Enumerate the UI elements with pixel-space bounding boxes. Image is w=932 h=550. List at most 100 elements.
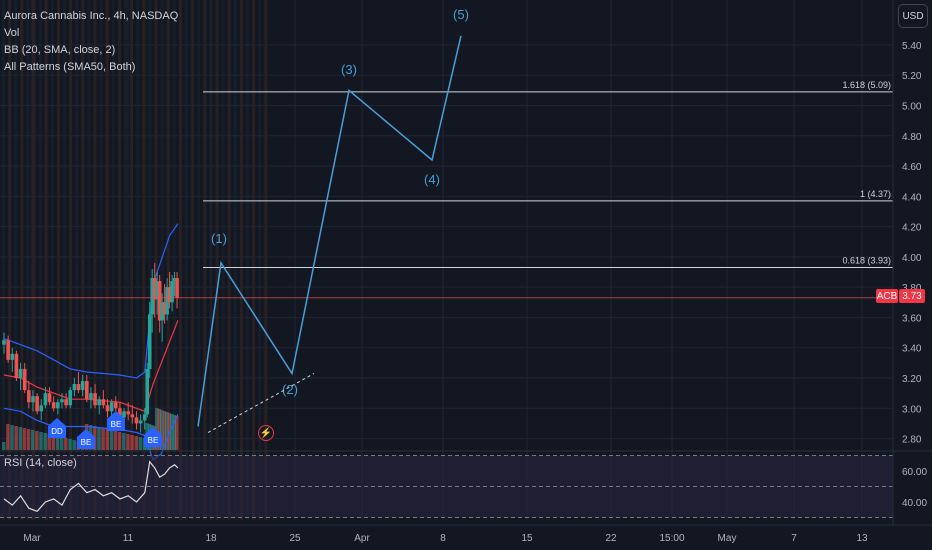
pattern-marker-shape bbox=[107, 411, 125, 431]
session-stripe bbox=[264, 0, 268, 520]
volume-bar bbox=[10, 425, 14, 450]
fib-level-label: 0.618 (3.93) bbox=[842, 255, 891, 265]
candle-body bbox=[155, 281, 159, 300]
time-tick-label: Mar bbox=[23, 533, 41, 544]
session-stripe bbox=[246, 0, 249, 520]
candle-body bbox=[2, 340, 6, 345]
session-stripe bbox=[99, 0, 103, 520]
volume-bar bbox=[113, 431, 118, 450]
candle-body bbox=[118, 408, 122, 418]
session-stripe bbox=[111, 0, 115, 520]
session-stripe bbox=[185, 0, 188, 520]
candle-body bbox=[60, 399, 64, 403]
session-stripe bbox=[14, 0, 18, 520]
volume-bar bbox=[134, 436, 138, 450]
candle-body bbox=[130, 414, 135, 418]
indicator-patterns[interactable]: All Patterns (SMA50, Both) bbox=[4, 61, 136, 73]
volume-bar bbox=[14, 426, 18, 450]
volume-bar bbox=[105, 429, 109, 450]
candle-body bbox=[97, 399, 102, 406]
candle-body bbox=[160, 302, 164, 321]
pattern-marker-label: BE bbox=[148, 436, 159, 445]
volume-bar bbox=[97, 427, 101, 450]
pattern-marker-shape bbox=[48, 418, 66, 438]
wave-label: (5) bbox=[453, 7, 469, 22]
volume-bar bbox=[122, 433, 126, 450]
candle-body bbox=[85, 381, 89, 400]
session-stripe bbox=[136, 0, 140, 520]
pattern-marker-label: BE bbox=[81, 438, 92, 447]
currency-button[interactable]: USD bbox=[898, 4, 928, 28]
session-stripe bbox=[26, 0, 30, 520]
fib-level-label: 1.618 (5.09) bbox=[842, 80, 891, 90]
candle-body bbox=[35, 396, 39, 412]
volume-bar bbox=[22, 428, 27, 450]
session-stripe bbox=[124, 0, 127, 520]
candle-body bbox=[142, 414, 147, 421]
symbol-badge: ACB bbox=[876, 289, 898, 303]
rsi-label[interactable]: RSI (14, close) bbox=[4, 457, 77, 469]
time-tick-label: 13 bbox=[856, 533, 868, 544]
pattern-markers: DD BE BE BE bbox=[48, 411, 162, 449]
session-stripe bbox=[105, 0, 109, 520]
volume-bar bbox=[18, 427, 23, 450]
volume-bar bbox=[162, 411, 167, 450]
candle-body bbox=[47, 393, 52, 403]
volume-bar bbox=[6, 424, 10, 450]
pattern-marker-shape bbox=[77, 429, 95, 449]
session-stripe bbox=[38, 0, 42, 520]
indicator-vol[interactable]: Vol bbox=[4, 27, 20, 39]
bollinger-bands bbox=[3, 223, 179, 461]
volume-bar bbox=[101, 428, 105, 450]
volume-bar bbox=[59, 437, 64, 450]
fibonacci-levels[interactable]: 1.618 (5.09) 1 (4.37) 0.618 (3.93) bbox=[203, 80, 893, 268]
time-tick-label: 18 bbox=[205, 533, 217, 544]
volume-bar bbox=[51, 435, 56, 450]
candle-body bbox=[138, 420, 143, 424]
session-stripe bbox=[20, 0, 24, 520]
symbol-title[interactable]: Aurora Cannabis Inc., 4h, NASDAQ bbox=[4, 10, 179, 22]
candle-body bbox=[134, 417, 139, 424]
wave-label: (4) bbox=[424, 172, 440, 187]
candle-body bbox=[152, 278, 157, 300]
elliott-wave[interactable]: (1) (2) (3) (4) (5) bbox=[197, 7, 469, 433]
volume-bar bbox=[167, 413, 172, 450]
volume-bar bbox=[2, 442, 6, 450]
session-stripe bbox=[233, 0, 237, 520]
candle-body bbox=[80, 381, 85, 391]
candle-body bbox=[6, 340, 10, 360]
session-stripe bbox=[87, 0, 91, 520]
candle-body bbox=[170, 281, 174, 303]
fib-level-label: 1 (4.37) bbox=[860, 189, 891, 199]
session-stripe bbox=[50, 0, 54, 520]
volume-bar bbox=[64, 438, 68, 450]
candle-body bbox=[109, 402, 114, 412]
session-stripe bbox=[44, 0, 48, 520]
wave-label: (1) bbox=[211, 231, 227, 246]
session-stripe bbox=[172, 0, 176, 520]
rsi-tick-label: 60.00 bbox=[902, 467, 927, 478]
candle-body bbox=[64, 399, 68, 406]
chart-legend: Aurora Cannabis Inc., 4h, NASDAQ Vol BB … bbox=[4, 8, 178, 76]
volume-bar bbox=[160, 410, 164, 450]
candle-body bbox=[165, 287, 169, 315]
candle-body bbox=[157, 281, 162, 321]
candle-body bbox=[22, 368, 27, 391]
volume-bar bbox=[26, 429, 31, 450]
volume-bar bbox=[117, 432, 122, 450]
price-tick-label: 4.60 bbox=[902, 162, 922, 173]
session-stripe bbox=[203, 0, 207, 520]
price-tick-label: 4.00 bbox=[902, 253, 922, 264]
session-stripe bbox=[148, 0, 152, 520]
session-stripe bbox=[252, 0, 256, 520]
last-price-badge: 3.73 bbox=[899, 289, 925, 303]
time-tick-label: 8 bbox=[440, 533, 446, 544]
price-tick-label: 3.40 bbox=[902, 344, 922, 355]
lightning-icon[interactable]: ⚡ bbox=[258, 425, 274, 441]
time-tick-label: 11 bbox=[123, 533, 134, 544]
indicator-bb[interactable]: BB (20, SMA, close, 2) bbox=[4, 44, 116, 56]
candle-body bbox=[14, 353, 19, 379]
